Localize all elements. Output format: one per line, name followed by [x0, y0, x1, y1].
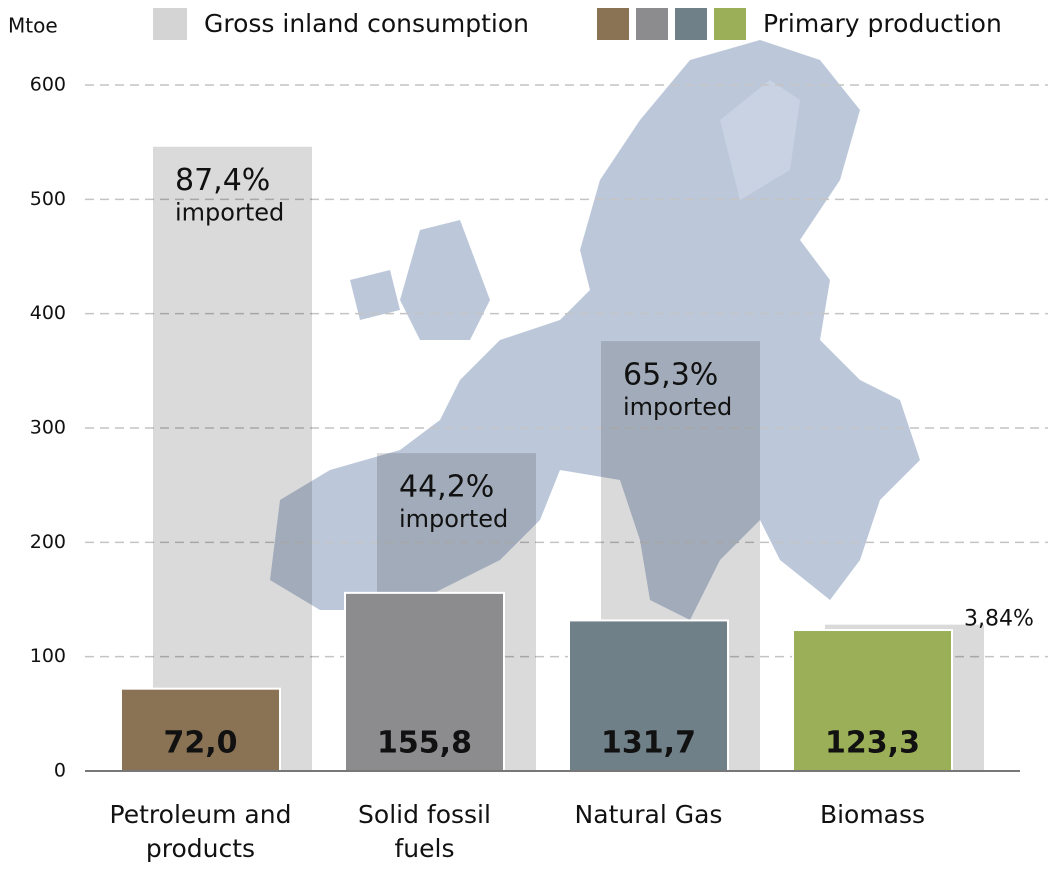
bar [153, 146, 312, 772]
value-label: 72,0 [163, 726, 237, 761]
legend-swatch [714, 8, 746, 40]
bar [120, 687, 281, 772]
y-tick-label: 100 [30, 645, 66, 667]
map-background [270, 40, 920, 620]
legend-label: Gross inland consumption [204, 9, 529, 38]
legend-label: Primary production [763, 9, 1002, 38]
legend-swatch [675, 8, 707, 40]
value-label: 123,3 [825, 726, 920, 761]
import-share: 87,4% [175, 163, 270, 198]
y-tick-label: 0 [54, 760, 66, 782]
x-tick-label: Natural Gas [574, 800, 723, 829]
legend: Gross inland consumption Primary producti… [153, 8, 1002, 40]
import-note: imported [623, 393, 732, 421]
import-share: 3,84% [964, 607, 1034, 632]
import-share: 44,2% [399, 470, 494, 505]
y-tick-label: 400 [30, 302, 66, 324]
import-share: 65,3% [623, 358, 718, 393]
y-tick-label: 500 [30, 188, 66, 210]
legend-swatch [153, 8, 187, 40]
x-tick-label: Petroleum and products [109, 800, 292, 863]
import-note: imported [175, 199, 284, 227]
import-note: imported [399, 505, 508, 533]
legend-swatch [597, 8, 629, 40]
y-tick-label: 300 [30, 417, 66, 439]
legend-swatch [636, 8, 668, 40]
bar [344, 591, 505, 772]
value-label: 131,7 [601, 726, 696, 761]
y-tick-label: 600 [30, 74, 66, 96]
value-label: 155,8 [377, 726, 472, 761]
y-axis-label: Mtoe [8, 14, 58, 38]
y-tick-label: 200 [30, 531, 66, 553]
x-tick-label: Solid fossil fuels [358, 800, 491, 863]
x-tick-label: Biomass [819, 800, 926, 829]
